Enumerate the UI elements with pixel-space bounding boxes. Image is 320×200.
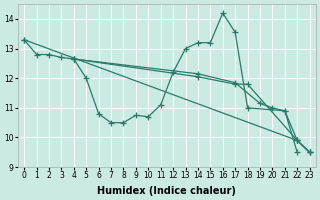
X-axis label: Humidex (Indice chaleur): Humidex (Indice chaleur) bbox=[98, 186, 236, 196]
